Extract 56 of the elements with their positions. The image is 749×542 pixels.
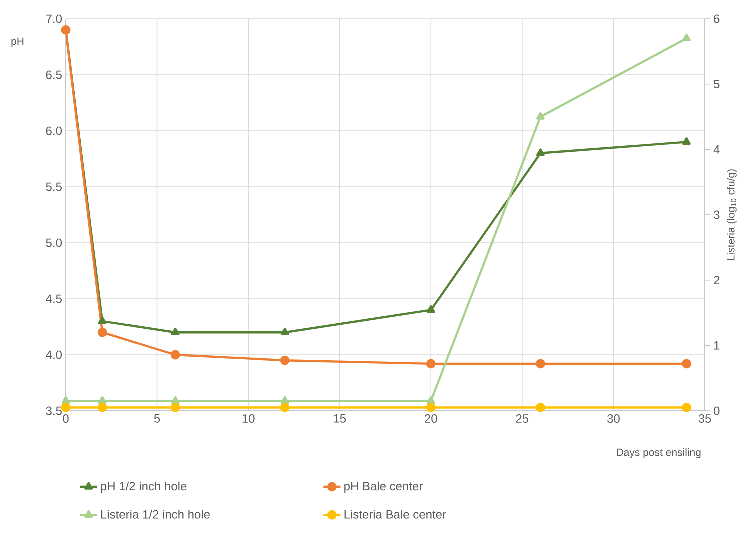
y-tick-label: 6.0 — [46, 126, 62, 136]
point — [98, 316, 107, 324]
x-tick-label: 15 — [334, 414, 346, 423]
point — [426, 396, 436, 404]
point — [536, 359, 546, 369]
point — [171, 328, 180, 336]
point — [682, 138, 691, 146]
point — [280, 396, 290, 404]
point — [280, 356, 290, 366]
x-axis-title: Days post ensiling — [617, 448, 701, 458]
y2-tick-label: 2 — [714, 276, 720, 285]
point — [536, 112, 545, 120]
y-axis-title: pH — [12, 38, 24, 48]
point — [170, 403, 180, 412]
x-tick-label: 25 — [516, 414, 529, 424]
point — [536, 148, 545, 156]
legend-label: pH 1/2 inch hole — [101, 482, 187, 494]
y-tick-label: 3.5 — [46, 406, 62, 416]
point — [536, 403, 546, 412]
point — [426, 359, 436, 369]
x-tick-label: 30 — [608, 414, 620, 424]
point — [98, 328, 108, 338]
y-tick-label: 4.0 — [46, 350, 62, 360]
y-tick-label: 7.0 — [46, 14, 62, 24]
y-tick-label: 6.5 — [46, 70, 62, 80]
point — [280, 403, 290, 412]
y2-tick-label: 5 — [714, 80, 720, 89]
x-tick-label: 5 — [154, 414, 160, 423]
point — [682, 34, 691, 42]
y2-tick-label: 1 — [714, 342, 720, 350]
point — [171, 396, 180, 404]
legend-label: Listeria Bale center — [344, 510, 446, 519]
x-tick-label: 20 — [425, 414, 438, 424]
y2-tick-label: 6 — [714, 14, 720, 24]
y2-axis-title: Listeria (log$_{10}$ cfu/g) — [727, 170, 737, 260]
point — [682, 403, 692, 412]
x-tick-label: 35 — [698, 414, 712, 424]
point — [98, 403, 108, 412]
legend-label: pH Bale center — [344, 482, 423, 494]
point — [170, 350, 180, 360]
y-tick-label: 4.5 — [46, 294, 62, 304]
x-tick-label: 10 — [242, 414, 255, 424]
y2-tick-label: 4 — [714, 146, 720, 154]
point — [62, 396, 70, 404]
point — [61, 403, 71, 412]
y-tick-label: 5.0 — [46, 238, 62, 248]
point — [280, 328, 290, 336]
y-tick-label: 5.5 — [46, 182, 62, 192]
point — [426, 403, 436, 412]
legend-label: Listeria 1/2 inch hole — [101, 510, 210, 519]
point — [98, 396, 107, 404]
x-tick-label: 0 — [63, 414, 69, 424]
y2-tick-label: 0 — [714, 406, 720, 416]
point — [682, 359, 692, 369]
point — [426, 306, 436, 314]
y2-tick-label: 3 — [714, 210, 720, 220]
